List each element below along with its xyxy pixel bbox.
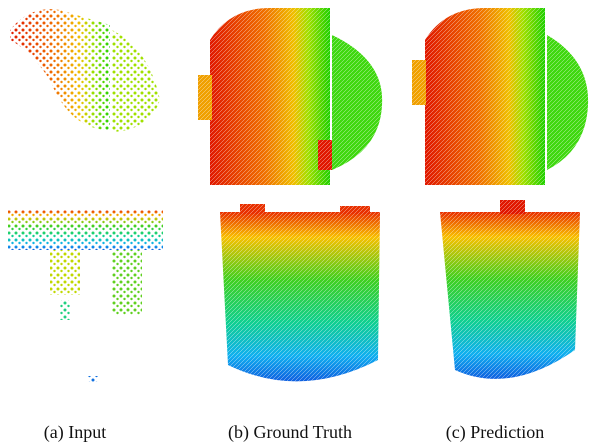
ground-truth-cloud-bottom bbox=[220, 204, 380, 381]
prediction-cloud-bottom bbox=[440, 200, 580, 379]
caption: (a) Input bbox=[0, 422, 175, 443]
point-cloud-grid bbox=[0, 0, 590, 410]
caption: (c) Prediction bbox=[395, 422, 590, 443]
caption: (b) Ground Truth bbox=[190, 422, 390, 443]
input-cloud-top bbox=[10, 9, 160, 132]
figure: (a) Input (b) Ground Truth (c) Predictio… bbox=[0, 0, 590, 448]
input-cloud-bottom bbox=[8, 210, 163, 382]
prediction-cloud-top bbox=[412, 8, 588, 185]
ground-truth-cloud-top bbox=[198, 8, 382, 185]
